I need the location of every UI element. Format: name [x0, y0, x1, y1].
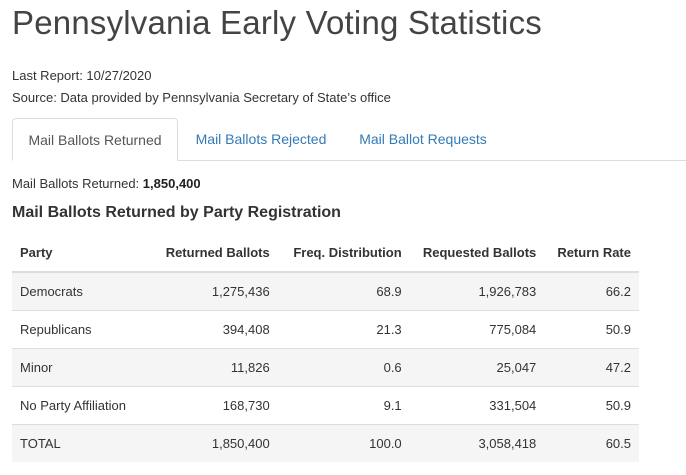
- party-table: Party Returned Ballots Freq. Distributio…: [12, 233, 639, 462]
- tab-bar: Mail Ballots Returned Mail Ballots Rejec…: [12, 118, 686, 161]
- requested-cell: 331,504: [409, 386, 545, 425]
- freq-cell: 100.0: [277, 424, 410, 462]
- header-party: Party: [12, 233, 146, 273]
- last-report-text: Last Report: 10/27/2020: [12, 68, 152, 83]
- freq-cell: 0.6: [277, 348, 410, 387]
- summary-value: 1,850,400: [142, 176, 201, 191]
- requested-cell: 3,058,418: [409, 424, 545, 462]
- returned-summary: Mail Ballots Returned: 1,850,400: [12, 176, 201, 191]
- tab-mail-ballots-rejected[interactable]: Mail Ballots Rejected: [195, 131, 327, 147]
- table-row: No Party Affiliation 168,730 9.1 331,504…: [12, 386, 639, 425]
- requested-cell: 1,926,783: [409, 272, 545, 311]
- party-cell: Democrats: [12, 272, 146, 311]
- rate-cell: 50.9: [544, 310, 639, 349]
- returned-cell: 1,850,400: [145, 424, 278, 462]
- party-cell: Republicans: [12, 310, 146, 349]
- table-header-row: Party Returned Ballots Freq. Distributio…: [12, 233, 639, 273]
- freq-cell: 68.9: [277, 272, 410, 311]
- page-title: Pennsylvania Early Voting Statistics: [12, 4, 542, 41]
- party-cell: No Party Affiliation: [12, 386, 146, 425]
- rate-cell: 50.9: [544, 386, 639, 425]
- returned-cell: 11,826: [145, 348, 278, 387]
- freq-cell: 9.1: [277, 386, 410, 425]
- returned-cell: 1,275,436: [145, 272, 278, 311]
- section-title: Mail Ballots Returned by Party Registrat…: [12, 204, 341, 221]
- returned-cell: 168,730: [145, 386, 278, 425]
- rate-cell: 60.5: [544, 424, 639, 462]
- returned-cell: 394,408: [145, 310, 278, 349]
- table-row-total: TOTAL 1,850,400 100.0 3,058,418 60.5: [12, 424, 639, 462]
- header-freq-distribution: Freq. Distribution: [277, 233, 410, 273]
- table-row: Minor 11,826 0.6 25,047 47.2: [12, 348, 639, 387]
- source-text: Source: Data provided by Pennsylvania Se…: [12, 90, 391, 105]
- party-cell: TOTAL: [12, 424, 146, 462]
- header-returned-ballots: Returned Ballots: [145, 233, 278, 273]
- tab-mail-ballot-requests[interactable]: Mail Ballot Requests: [359, 131, 487, 147]
- header-requested-ballots: Requested Ballots: [409, 233, 545, 273]
- rate-cell: 47.2: [544, 348, 639, 387]
- freq-cell: 21.3: [277, 310, 410, 349]
- party-cell: Minor: [12, 348, 146, 387]
- table-row: Democrats 1,275,436 68.9 1,926,783 66.2: [12, 272, 639, 311]
- requested-cell: 775,084: [409, 310, 545, 349]
- table-row: Republicans 394,408 21.3 775,084 50.9: [12, 310, 639, 349]
- header-return-rate: Return Rate: [544, 233, 639, 273]
- tab-mail-ballots-returned[interactable]: Mail Ballots Returned: [12, 118, 178, 161]
- requested-cell: 25,047: [409, 348, 545, 387]
- summary-label: Mail Ballots Returned:: [12, 176, 140, 191]
- rate-cell: 66.2: [544, 272, 639, 311]
